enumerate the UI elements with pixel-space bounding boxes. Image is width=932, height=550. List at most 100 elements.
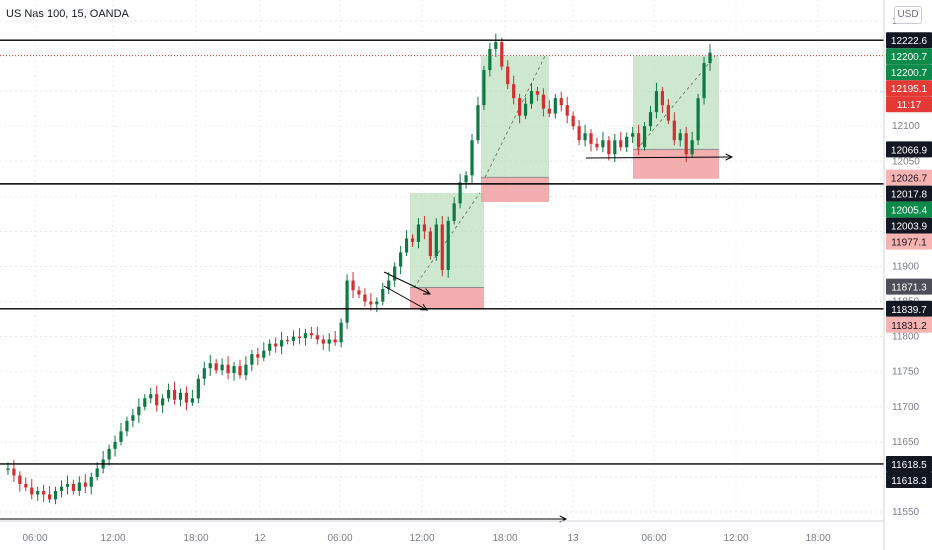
level-arrow [585, 156, 733, 159]
zone-diagonal [484, 55, 546, 178]
candle-body [83, 482, 87, 487]
candle-body [274, 343, 278, 347]
candle-body [214, 363, 218, 371]
grid [0, 0, 884, 521]
candle-body [399, 252, 403, 267]
candle-body [65, 483, 70, 487]
candle-body [506, 66, 510, 85]
candle-body [458, 182, 462, 204]
candle-body [547, 108, 551, 114]
candle-body [660, 91, 665, 106]
candle-body [601, 140, 605, 148]
candle-body [666, 105, 670, 121]
candle-body [30, 487, 34, 495]
candle-body [565, 105, 569, 116]
candle-body [226, 364, 230, 374]
candle-body [708, 52, 712, 64]
price-label-box [886, 278, 932, 295]
candle-body [607, 140, 611, 155]
candle-body [244, 364, 248, 376]
y-tick-label: 11650 [892, 437, 920, 448]
candle-body [571, 115, 575, 127]
y-tick-label: 11800 [892, 332, 920, 343]
price-label-box [886, 141, 932, 158]
candle-body [518, 98, 522, 116]
price-label-box [886, 217, 932, 234]
candle-body [6, 468, 10, 470]
candle-body [333, 339, 337, 343]
candle-body [440, 224, 444, 271]
candle-body [178, 392, 183, 400]
horizontal-levels[interactable] [0, 39, 884, 465]
zone-stop [410, 287, 484, 309]
candle-body [464, 175, 468, 183]
x-tick-label: 12:00 [409, 533, 434, 544]
candle-body [24, 483, 28, 488]
price-label-box [886, 316, 932, 333]
candle-body [137, 406, 141, 416]
price-label-box [886, 80, 932, 97]
candle-body [47, 494, 52, 500]
candle-body [95, 468, 99, 477]
time-axis[interactable]: 06:00 12:00 18:00 12 06:00 12:00 18:00 13 06:00 1… [0, 520, 884, 544]
candle-body [589, 133, 593, 144]
candle-body [190, 398, 194, 403]
candle-body [285, 340, 290, 342]
candle-body [339, 322, 343, 343]
price-label-text: 11839.7 [891, 305, 927, 316]
y-tick-label: 11550 [892, 507, 920, 518]
x-tick-label: 06:00 [327, 533, 352, 544]
candle-body [303, 333, 308, 339]
candle-body [613, 140, 617, 155]
channel-arrow-lower-head [419, 303, 429, 311]
currency-badge[interactable]: USD [894, 6, 922, 24]
zone-diagonal [636, 55, 716, 150]
candle-body [315, 335, 319, 340]
candle-body [476, 105, 480, 141]
candles [6, 33, 712, 505]
candle-body [446, 220, 450, 271]
candle-body [541, 94, 546, 109]
candle-body [208, 363, 212, 369]
price-axis[interactable]: 1155011600116501170011750118001185011900… [883, 0, 932, 550]
candle-body [690, 140, 694, 155]
candle-body [250, 354, 254, 365]
price-label-text: 11618.3 [891, 476, 927, 487]
candle-body [42, 490, 46, 495]
candle-body [393, 266, 397, 281]
price-label-text: 11871.3 [891, 283, 927, 294]
candle-body [327, 339, 331, 344]
candle-body [583, 133, 587, 141]
candle-body [166, 389, 171, 399]
price-label-text: 12005.4 [891, 206, 928, 217]
candle-body [470, 140, 474, 176]
candle-body [672, 120, 676, 141]
candle-body [59, 486, 64, 491]
candle-body [291, 336, 296, 341]
level-arrow-head [725, 153, 734, 161]
candle-body [434, 224, 438, 256]
candle-body [280, 340, 284, 347]
candle-body [107, 448, 111, 460]
price-label-box [886, 185, 932, 202]
price-label-text: 12222.6 [891, 36, 928, 47]
y-tick-label: 12050 [892, 156, 920, 167]
candle-body [345, 280, 349, 323]
candle-body [654, 91, 659, 113]
price-label-box [886, 201, 932, 218]
candle-body [642, 126, 647, 148]
candle-body [494, 42, 498, 50]
price-label-text: 11618.5 [891, 460, 927, 471]
candle-body [202, 368, 206, 379]
candle-body [321, 339, 325, 344]
candle-body [422, 224, 427, 232]
candle-body [113, 441, 117, 449]
candle-body [631, 133, 635, 137]
candle-body [238, 366, 242, 376]
x-tick-label: 18:00 [492, 533, 517, 544]
candle-body [648, 112, 653, 127]
candle-body [577, 126, 581, 141]
position-zones[interactable] [410, 55, 719, 309]
price-label-text: 12195.1 [891, 84, 928, 95]
